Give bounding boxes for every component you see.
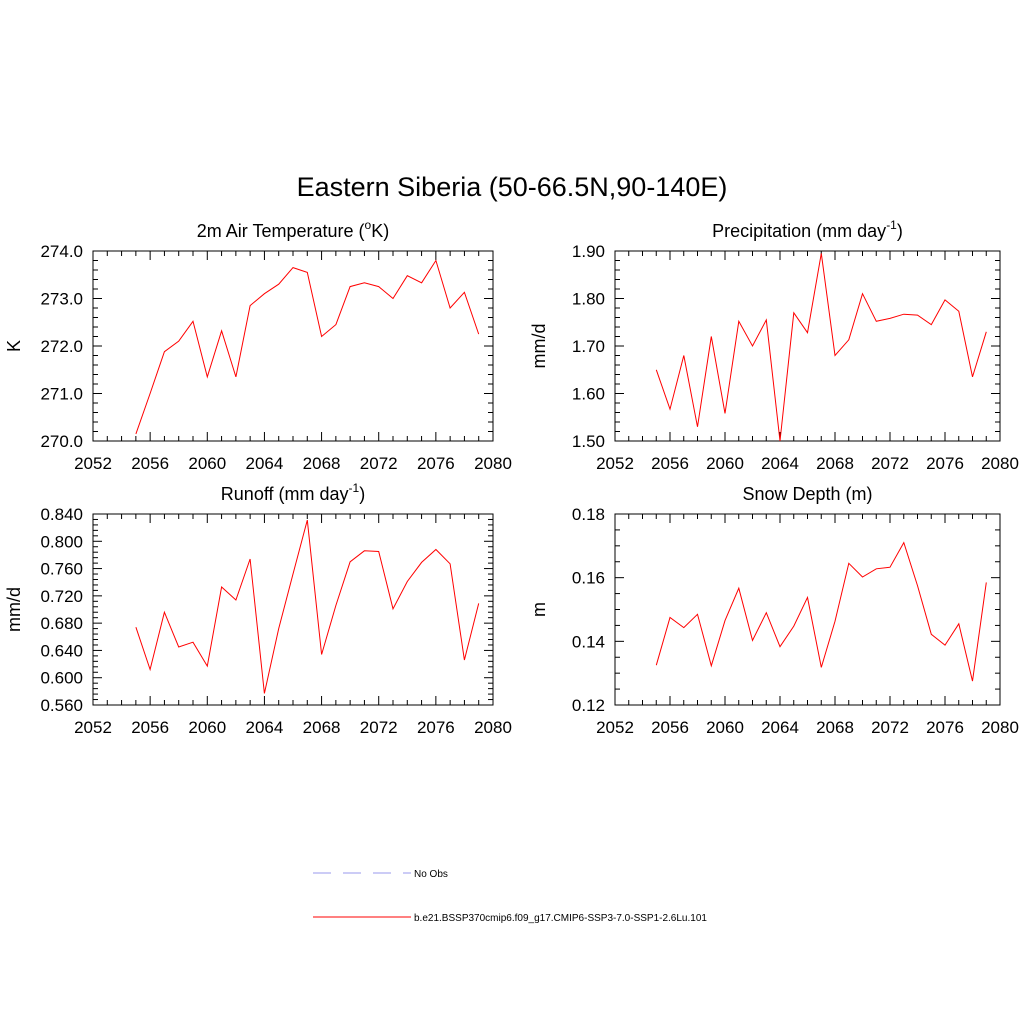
y-tick-label-air-temperature: 270.0 (40, 432, 83, 451)
x-tick-label-air-temperature: 2060 (188, 454, 226, 473)
y-tick-label-air-temperature: 271.0 (40, 385, 83, 404)
panel-snow-depth: Snow Depth (m) 2052 2056 2060 2064 2068 2072 20… (529, 484, 1019, 737)
y-tick-label-runoff: 0.840 (40, 505, 83, 524)
panel-title-snow-depth: Snow Depth (m) (742, 484, 872, 504)
y-tick-label-runoff: 0.680 (40, 614, 83, 633)
x-tick-label-snow-depth: 2060 (706, 718, 744, 737)
x-tick-label-air-temperature: 2056 (131, 454, 169, 473)
x-tick-label-precipitation: 2068 (816, 454, 854, 473)
x-tick-label-snow-depth: 2080 (981, 718, 1019, 737)
x-tick-label-air-temperature: 2072 (360, 454, 398, 473)
x-tick-label-runoff: 2064 (246, 718, 284, 737)
y-tick-label-snow-depth: 0.18 (572, 505, 605, 524)
plot-frame-snow-depth (614, 513, 1001, 706)
main-title: Eastern Siberia (50-66.5N,90-140E) (297, 172, 728, 202)
y-tick-label-precipitation: 1.80 (572, 290, 605, 309)
panels: 2m Air Temperature (oK) 2052 2056 2060 2064 2… (4, 218, 1019, 737)
panel-precipitation: Precipitation (mm day-1) 2052 2056 2060 2064… (529, 218, 1019, 473)
x-tick-label-air-temperature: 2076 (417, 454, 455, 473)
x-tick-label-air-temperature: 2080 (474, 454, 512, 473)
y-tick-label-precipitation: 1.90 (572, 242, 605, 261)
panel-air-temperature: 2m Air Temperature (oK) 2052 2056 2060 2064 2… (4, 218, 512, 473)
x-tick-label-snow-depth: 2052 (596, 718, 634, 737)
series-line-snow-depth (655, 541, 987, 682)
x-tick-label-precipitation: 2060 (706, 454, 744, 473)
panel-title-air-temperature: 2m Air Temperature (oK) (197, 218, 389, 241)
y-tick-label-runoff: 0.600 (40, 669, 83, 688)
y-tick-label-runoff: 0.640 (40, 641, 83, 660)
series-line-precipitation (655, 253, 987, 442)
plot-frame-runoff (92, 513, 494, 706)
y-tick-label-air-temperature: 272.0 (40, 337, 83, 356)
x-tick-label-precipitation: 2076 (926, 454, 964, 473)
panel-runoff: Runoff (mm day-1) 2052 2056 2060 2064 2068 207… (4, 481, 512, 737)
x-tick-label-air-temperature: 2068 (303, 454, 341, 473)
x-tick-label-runoff: 2080 (474, 718, 512, 737)
y-tick-label-runoff: 0.560 (40, 696, 83, 715)
legend: No Obs b.e21.BSSP370cmip6.f09_g17.CMIP6-… (313, 869, 707, 924)
y-axis-label-runoff: mm/d (4, 587, 24, 632)
x-tick-label-snow-depth: 2068 (816, 718, 854, 737)
y-axis-label-snow-depth: m (529, 602, 549, 617)
x-tick-label-runoff: 2052 (74, 718, 112, 737)
x-tick-label-snow-depth: 2076 (926, 718, 964, 737)
plot-frame-precipitation (614, 250, 1001, 442)
x-tick-label-snow-depth: 2072 (871, 718, 909, 737)
x-tick-label-precipitation: 2080 (981, 454, 1019, 473)
x-tick-label-precipitation: 2056 (651, 454, 689, 473)
y-tick-label-snow-depth: 0.14 (572, 632, 605, 651)
y-tick-label-precipitation: 1.50 (572, 432, 605, 451)
x-tick-label-runoff: 2056 (131, 718, 169, 737)
y-tick-label-precipitation: 1.60 (572, 385, 605, 404)
legend-label-no-obs: No Obs (414, 869, 448, 880)
x-tick-label-precipitation: 2072 (871, 454, 909, 473)
x-tick-label-air-temperature: 2052 (74, 454, 112, 473)
y-tick-label-snow-depth: 0.12 (572, 696, 605, 715)
y-tick-label-snow-depth: 0.16 (572, 569, 605, 588)
x-tick-label-precipitation: 2052 (596, 454, 634, 473)
x-tick-label-runoff: 2060 (188, 718, 226, 737)
y-tick-label-runoff: 0.720 (40, 587, 83, 606)
x-tick-label-snow-depth: 2056 (651, 718, 689, 737)
x-tick-label-air-temperature: 2064 (246, 454, 284, 473)
y-tick-label-precipitation: 1.70 (572, 337, 605, 356)
series-line-air-temperature (135, 259, 480, 435)
y-tick-label-runoff: 0.760 (40, 560, 83, 579)
x-tick-label-runoff: 2076 (417, 718, 455, 737)
plot-frame-air-temperature (92, 250, 494, 442)
x-tick-label-precipitation: 2064 (761, 454, 799, 473)
series-line-runoff (135, 519, 480, 694)
y-tick-label-air-temperature: 273.0 (40, 290, 83, 309)
y-axis-label-air-temperature: K (4, 340, 24, 352)
legend-label-model-run: b.e21.BSSP370cmip6.f09_g17.CMIP6-SSP3-7.… (414, 913, 707, 924)
x-tick-label-snow-depth: 2064 (761, 718, 799, 737)
x-tick-label-runoff: 2072 (360, 718, 398, 737)
panel-title-runoff: Runoff (mm day-1) (221, 481, 365, 504)
y-tick-label-air-temperature: 274.0 (40, 242, 83, 261)
x-tick-label-runoff: 2068 (303, 718, 341, 737)
y-tick-label-runoff: 0.800 (40, 532, 83, 551)
y-axis-label-precipitation: mm/d (529, 324, 549, 369)
panel-title-precipitation: Precipitation (mm day-1) (712, 218, 903, 241)
